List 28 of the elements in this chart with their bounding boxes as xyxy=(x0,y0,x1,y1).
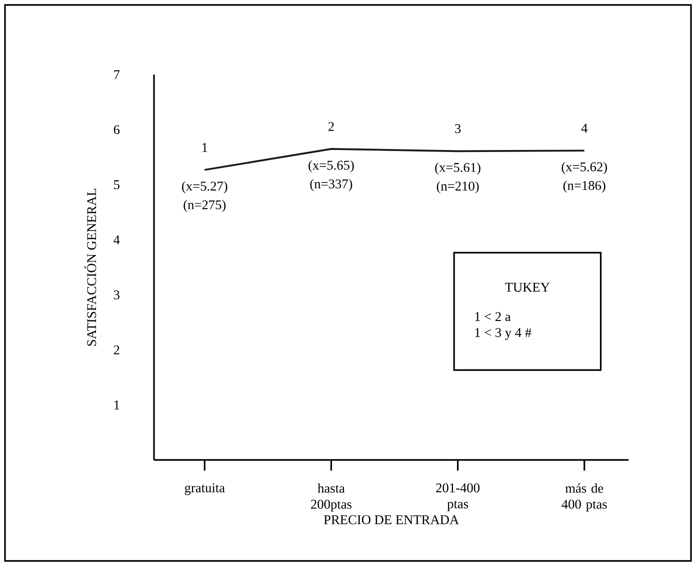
annotation: 1 < 3 y 4 # xyxy=(475,328,532,340)
annotation: 1 xyxy=(202,143,208,152)
y-tick-label: 3 xyxy=(114,290,120,300)
annotation: 4 xyxy=(581,124,588,133)
y-tick-label: 1 xyxy=(114,400,120,410)
y-tick-label: 5 xyxy=(114,180,120,190)
y-axis-title: SATISFACCIÓN GENERAL xyxy=(84,188,96,346)
x-tick-label: hasta 200ptas xyxy=(311,483,352,512)
y-tick-label: 6 xyxy=(114,125,120,134)
data-label: (x=5.62) xyxy=(562,162,607,174)
annotation: (n=210) xyxy=(436,181,479,194)
annotation: TUKEY xyxy=(505,282,550,292)
x-tick-label: más de 400 ptas xyxy=(562,483,607,512)
annotation: 3 xyxy=(455,124,461,134)
annotation: 2 xyxy=(328,122,334,131)
y-tick-label: 2 xyxy=(114,345,120,354)
annotation: 1 < 2 a xyxy=(475,312,511,322)
x-tick-label: gratuita xyxy=(184,483,225,496)
annotation: (n=337) xyxy=(310,179,352,192)
x-tick-label: 201-400 ptas xyxy=(436,483,480,512)
y-tick-label: 4 xyxy=(114,235,120,244)
y-tick-label: 7 xyxy=(114,70,120,80)
data-label: (x=5.27) xyxy=(182,181,228,194)
data-label: (x=5.65) xyxy=(308,160,354,172)
data-label: (x=5.61) xyxy=(435,162,480,175)
x-axis-title: PRECIO DE ENTRADA xyxy=(324,515,459,524)
annotation: (n=186) xyxy=(563,180,606,193)
annotation: (n=275) xyxy=(184,200,226,212)
